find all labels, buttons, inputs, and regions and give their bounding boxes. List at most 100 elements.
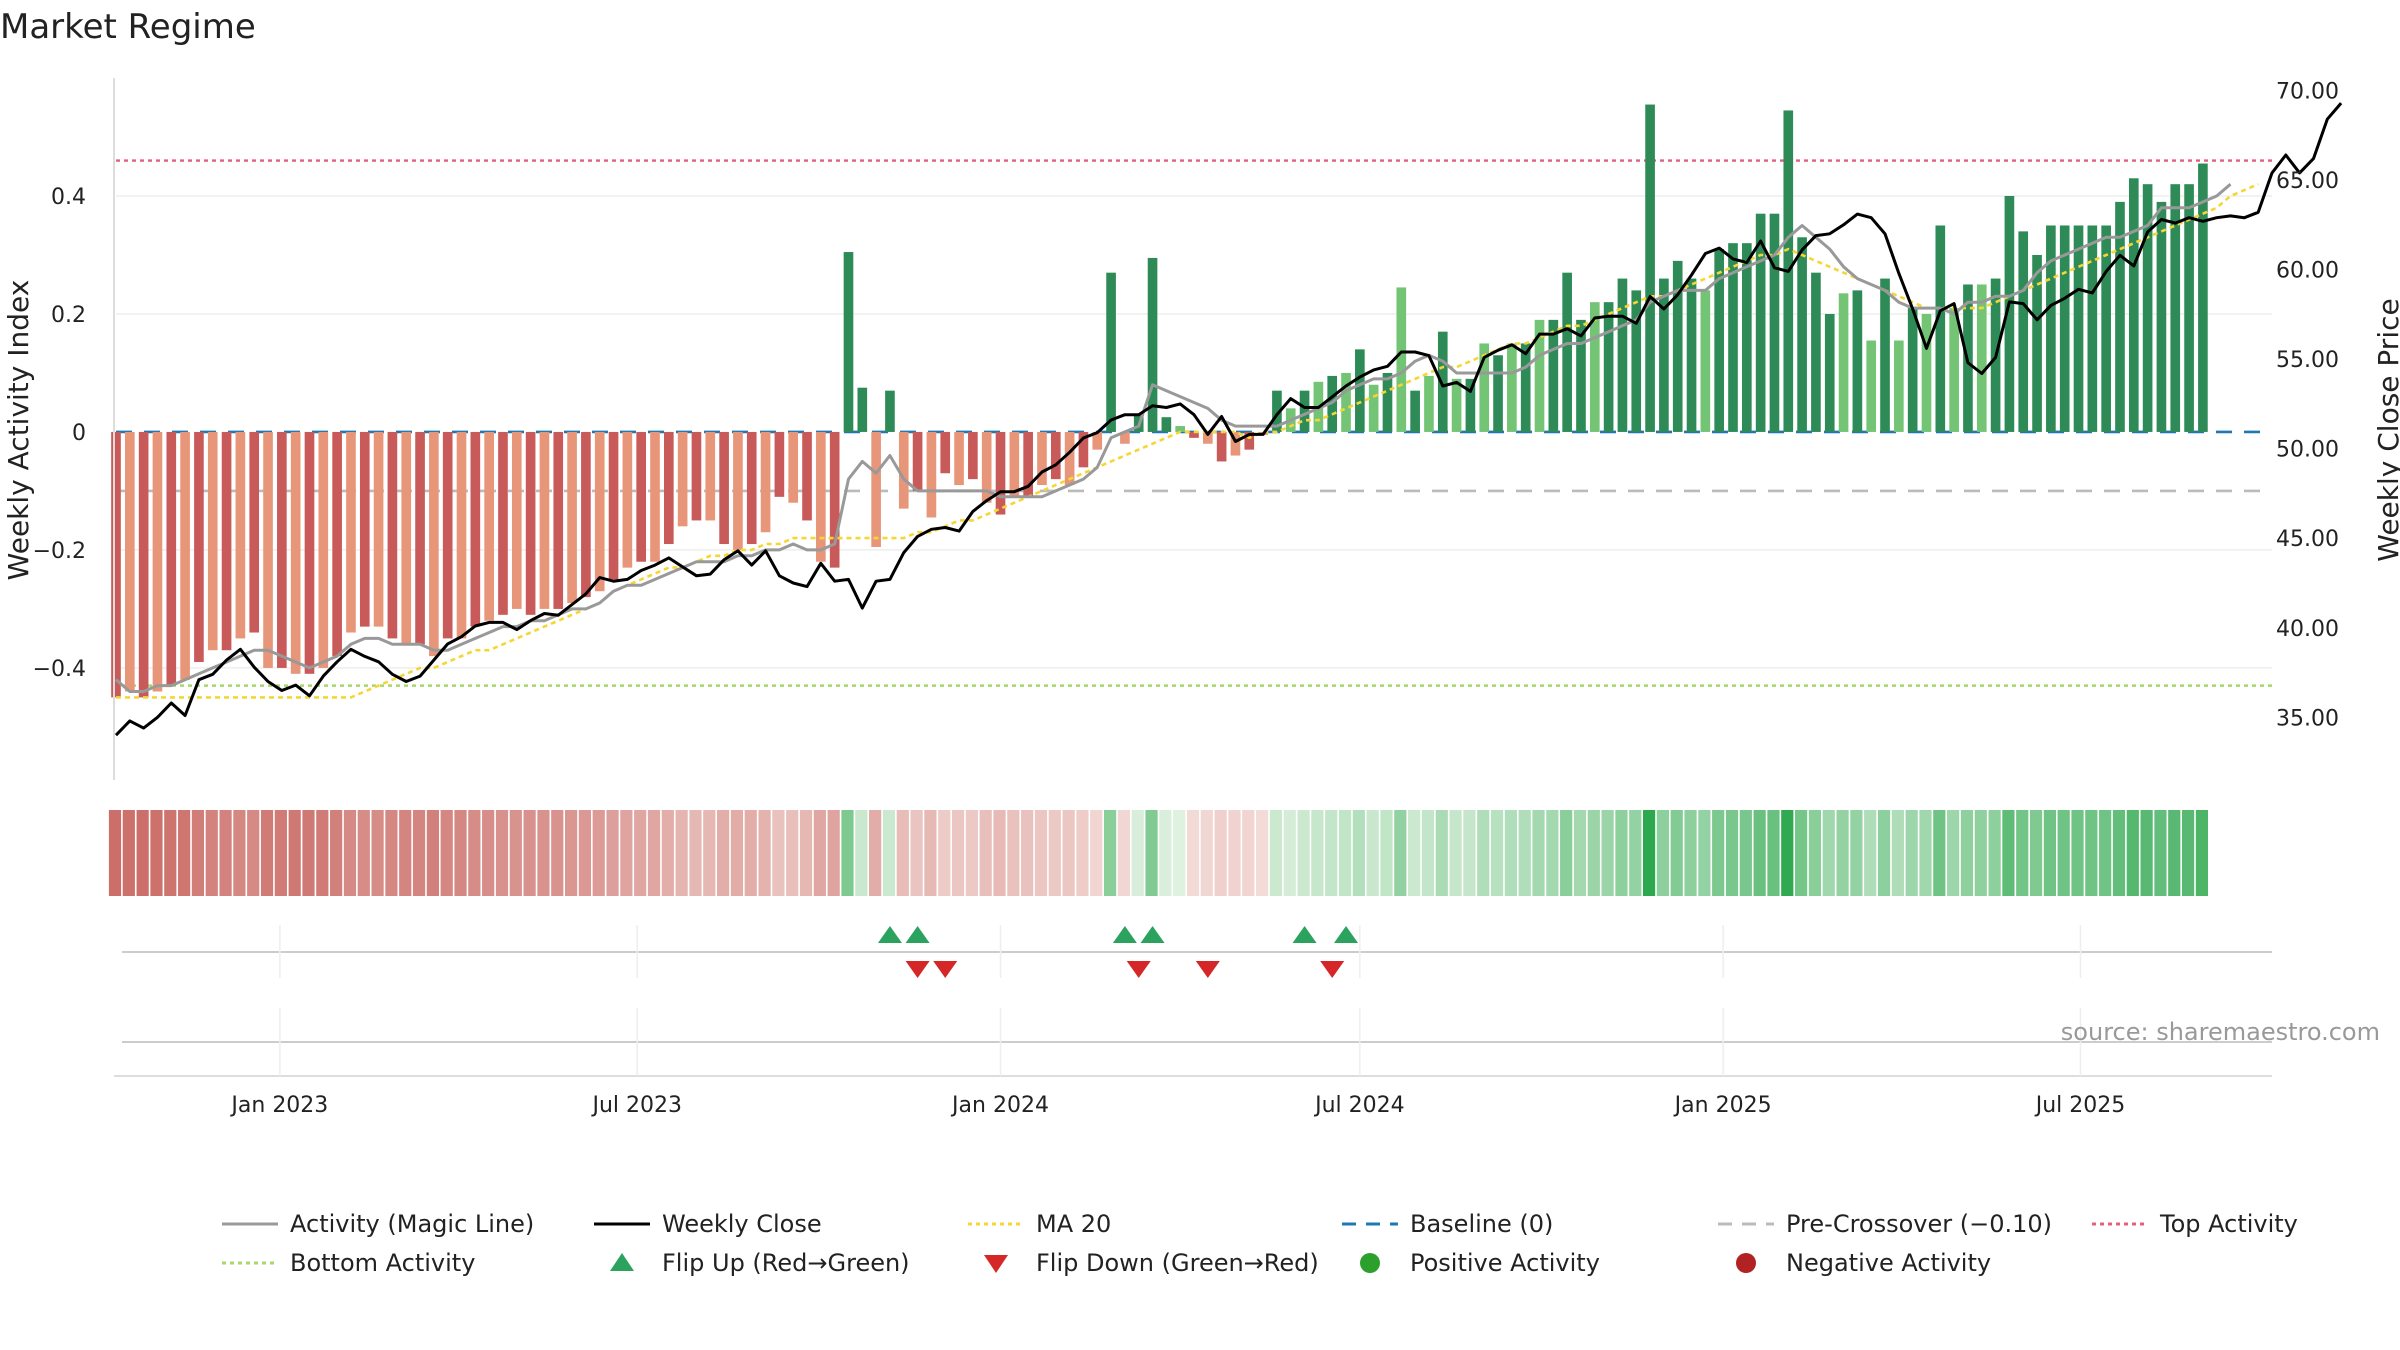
- regime-cell: [1988, 810, 2001, 896]
- activity-bar: [857, 387, 868, 432]
- activity-bar: [456, 431, 467, 639]
- activity-bar: [954, 431, 964, 486]
- regime-cell: [1587, 810, 1600, 896]
- regime-strip: [108, 810, 2209, 896]
- activity-bar: [511, 431, 522, 609]
- activity-bar: [111, 431, 121, 698]
- legend-item: Top Activity: [2092, 1210, 2298, 1238]
- activity-bar: [2156, 201, 2167, 432]
- regime-cell: [1311, 810, 1324, 896]
- activity-bar: [1631, 290, 1642, 432]
- regime-cell: [1877, 810, 1891, 896]
- activity-bar: [1686, 278, 1697, 432]
- regime-cell: [357, 810, 370, 896]
- activity-bar: [1368, 384, 1379, 432]
- regime-cell: [1670, 810, 1683, 896]
- regime-cell: [385, 810, 398, 896]
- activity-bar: [1410, 390, 1420, 432]
- activity-bar: [1852, 290, 1863, 432]
- regime-cell: [564, 810, 578, 896]
- flip-down-marker: [1320, 961, 1345, 978]
- regime-cell: [1034, 810, 1048, 896]
- activity-bar: [1037, 431, 1047, 486]
- activity-bar: [1562, 272, 1572, 432]
- flip-down-marker: [933, 961, 958, 978]
- regime-cell: [343, 810, 357, 896]
- regime-cell: [178, 810, 191, 896]
- regime-cell: [1698, 810, 1711, 896]
- regime-cell: [2112, 810, 2126, 896]
- activity-bar: [194, 431, 204, 663]
- activity-bar: [594, 431, 605, 592]
- regime-cell: [523, 810, 536, 896]
- reference-lines: [116, 159, 2272, 687]
- activity-bar: [1023, 431, 1033, 497]
- activity-bar: [1493, 355, 1503, 432]
- activity-bar: [1230, 431, 1241, 456]
- regime-cell: [2002, 810, 2015, 896]
- regime-cell: [537, 810, 550, 896]
- regime-cell: [1366, 810, 1379, 896]
- regime-cell: [1062, 810, 1075, 896]
- activity-bar: [1576, 319, 1586, 432]
- source-note: source: sharemaestro.com: [2061, 1018, 2380, 1046]
- regime-cell: [426, 810, 439, 896]
- activity-bar: [442, 431, 453, 639]
- activity-bar: [774, 431, 785, 497]
- activity-bar: [1009, 431, 1020, 497]
- legend-label: Top Activity: [2159, 1210, 2298, 1238]
- regime-cell: [2154, 810, 2167, 896]
- activity-bar: [802, 431, 812, 521]
- activity-bar: [1355, 349, 1365, 432]
- legend-item: Flip Up (Red→Green): [610, 1249, 910, 1277]
- legend-item: MA 20: [968, 1210, 1111, 1238]
- regime-cell: [1781, 810, 1794, 896]
- activity-bar: [1880, 278, 1890, 432]
- regime-cell: [302, 810, 315, 896]
- regime-cell: [551, 810, 564, 896]
- legend-swatch: [1360, 1253, 1380, 1273]
- regime-cell: [1145, 810, 1158, 896]
- x-tick-label: Jan 2023: [229, 1093, 328, 1118]
- legend-label: Flip Down (Green→Red): [1036, 1249, 1319, 1277]
- regime-cell: [979, 810, 992, 896]
- regime-cell: [1256, 810, 1269, 896]
- activity-bar: [650, 431, 660, 562]
- activity-bar: [1894, 340, 1904, 432]
- activity-bar: [1244, 431, 1255, 450]
- regime-cell: [454, 810, 467, 896]
- regime-cell: [1767, 810, 1780, 896]
- activity-bar: [1921, 313, 1932, 432]
- regime-cell: [1090, 810, 1103, 896]
- legend-swatch: [1736, 1253, 1756, 1273]
- regime-cell: [1435, 810, 1448, 896]
- regime-cell: [1864, 810, 1877, 896]
- activity-bar: [1603, 302, 1614, 432]
- x-tick-label: Jul 2024: [1313, 1093, 1405, 1118]
- regime-cell: [1490, 810, 1504, 896]
- magic-line: [115, 183, 2232, 693]
- activity-bar: [1617, 278, 1628, 432]
- regime-cell: [1408, 810, 1421, 896]
- regime-cell: [1269, 810, 1283, 896]
- flip-up-marker: [1334, 926, 1359, 943]
- regime-cell: [1560, 810, 1573, 896]
- regime-cell: [260, 810, 274, 896]
- activity-bar: [1465, 378, 1476, 432]
- legend-label: Activity (Magic Line): [290, 1210, 534, 1238]
- ma20-line: [116, 183, 2259, 699]
- activity-bar: [1202, 431, 1213, 444]
- regime-cell: [813, 810, 826, 896]
- regime-cell: [219, 810, 232, 896]
- activity-bar: [304, 431, 315, 674]
- activity-bar: [2087, 225, 2098, 432]
- activity-bar: [1589, 302, 1600, 432]
- right-tick-label: 50.00: [2276, 438, 2339, 463]
- activity-bar: [829, 431, 840, 568]
- activity-bar: [1050, 431, 1061, 480]
- regime-cell: [1546, 810, 1559, 896]
- right-tick-label: 45.00: [2276, 527, 2339, 552]
- activity-bar: [1341, 372, 1351, 432]
- activity-bar: [636, 431, 647, 562]
